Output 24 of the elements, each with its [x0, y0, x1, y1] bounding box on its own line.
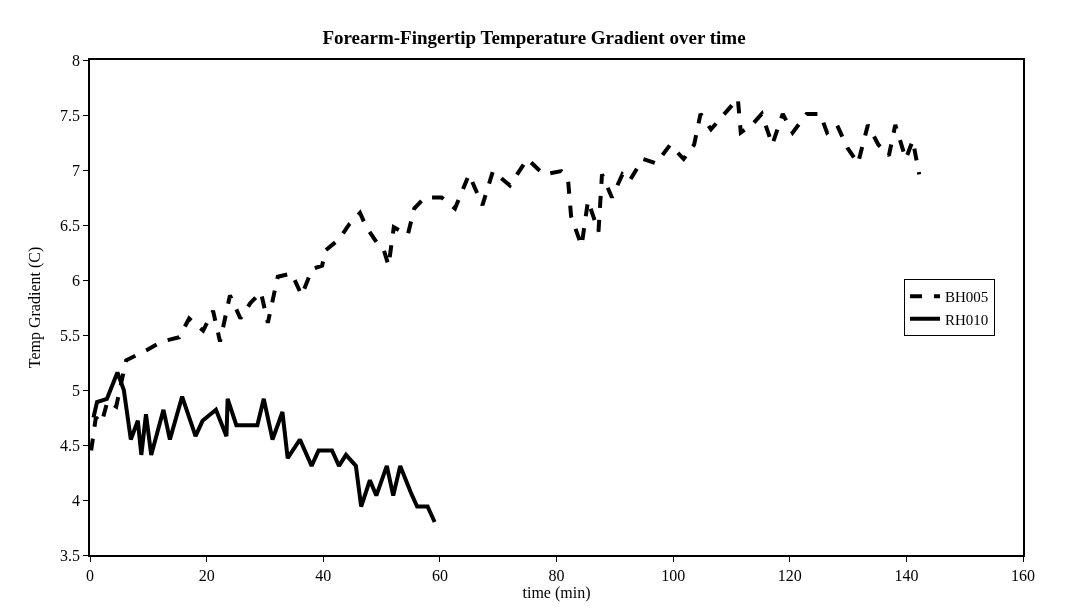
- y-tick-label: 6: [72, 271, 81, 289]
- x-axis-title: time (min): [522, 583, 591, 602]
- x-tick-label: 80: [548, 566, 565, 584]
- y-tick-label: 6.5: [60, 216, 81, 234]
- chart-title: Forearm-Fingertip Temperature Gradient over time: [322, 26, 746, 48]
- x-tick-label: 100: [661, 566, 686, 584]
- y-tick-label: 4.5: [60, 436, 81, 454]
- x-tick-label: 160: [1011, 566, 1035, 584]
- legend-label: RH010: [945, 311, 989, 328]
- y-tick-label: 7.5: [60, 106, 81, 124]
- x-tick-label: 40: [315, 566, 332, 584]
- x-tick-label: 140: [894, 566, 919, 584]
- y-tick-label: 5: [72, 381, 81, 399]
- x-tick-label: 120: [777, 566, 802, 584]
- y-tick-label: 3.5: [60, 546, 81, 564]
- legend-label: BH005: [945, 289, 989, 306]
- y-tick-label: 4: [72, 491, 81, 509]
- y-axis-title: Temp Gradient (C): [26, 246, 45, 369]
- x-tick-label: 0: [86, 566, 94, 584]
- y-tick-label: 7: [72, 161, 81, 179]
- x-tick-label: 60: [431, 566, 448, 584]
- x-tick-label: 20: [198, 566, 215, 584]
- y-tick-label: 8: [72, 51, 81, 69]
- y-tick-label: 5.5: [60, 326, 81, 344]
